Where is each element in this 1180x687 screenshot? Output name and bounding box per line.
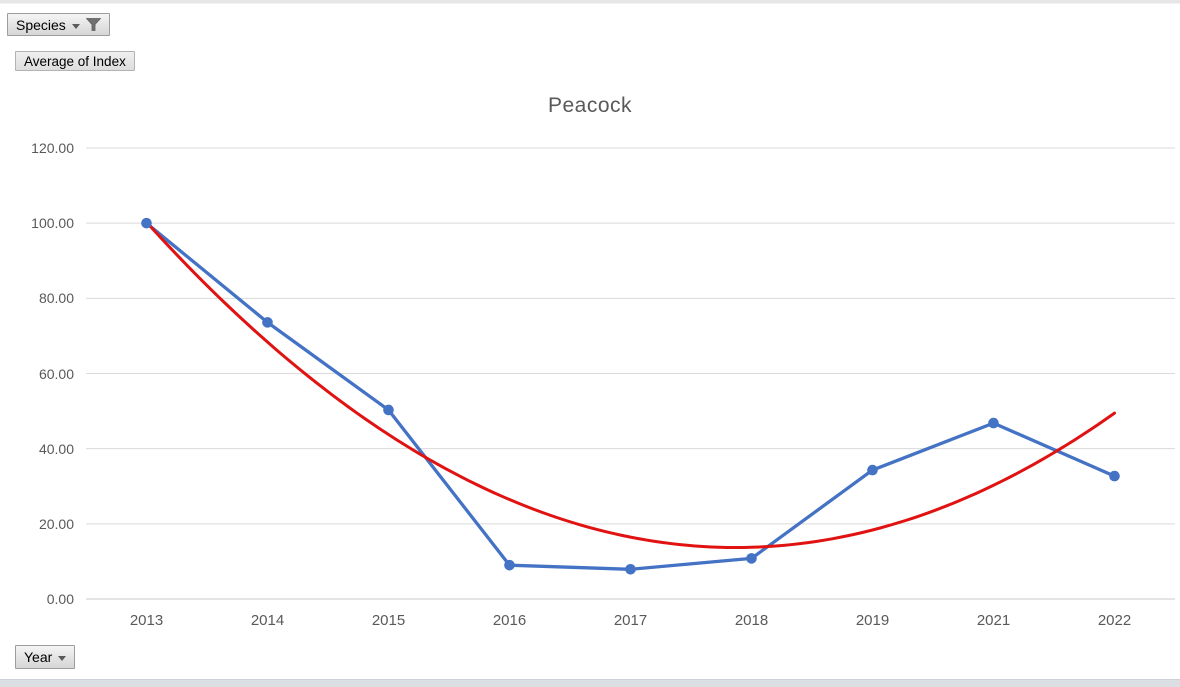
trendline-polynomial [145, 220, 1116, 550]
year-axis-label: Year [24, 649, 53, 665]
data-point-marker [504, 559, 515, 571]
window-top-edge [0, 0, 1180, 4]
data-point-marker [625, 564, 636, 575]
dropdown-arrow-icon [71, 23, 80, 29]
window-bottom-edge [0, 679, 1180, 687]
value-field-button[interactable]: Average of Index [15, 51, 135, 71]
data-point-marker [746, 553, 757, 564]
dropdown-arrow-icon [58, 656, 67, 661]
data-point-marker [141, 217, 152, 229]
data-point-marker [383, 404, 394, 416]
chart-title: Peacock [547, 94, 633, 117]
filter-funnel-icon [85, 18, 101, 31]
year-axis-button[interactable]: Year [15, 645, 76, 669]
species-filter-button[interactable]: Species [7, 13, 110, 36]
series-line-average-of-index [144, 221, 1117, 571]
data-point-marker [262, 317, 273, 328]
data-point-marker [867, 464, 878, 476]
species-filter-label: Species [16, 16, 66, 33]
data-point-marker [988, 417, 999, 429]
value-field-label: Average of Index [24, 53, 126, 69]
data-point-marker [1109, 470, 1120, 482]
